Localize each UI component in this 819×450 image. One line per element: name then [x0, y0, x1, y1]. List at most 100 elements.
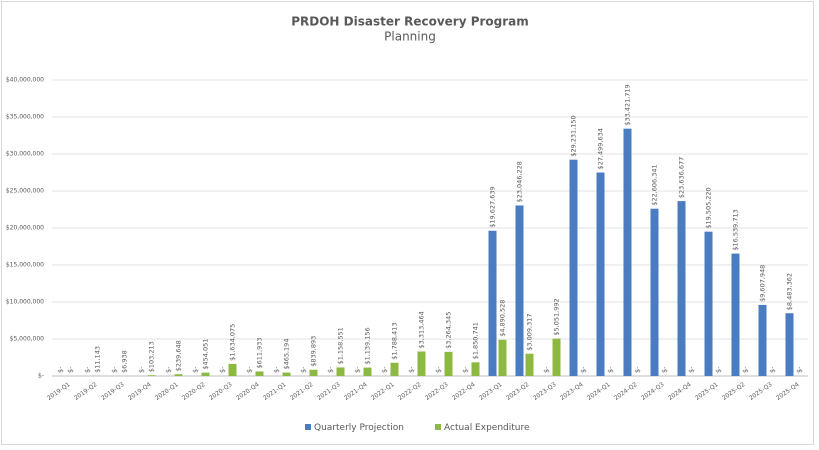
bar: [309, 369, 318, 376]
bar: [390, 362, 399, 376]
bar: [174, 374, 183, 376]
data-label: $-: [138, 366, 146, 373]
data-label: $1,634,075: [229, 324, 237, 361]
data-label: $5,051,992: [553, 298, 561, 335]
legend-swatch: [435, 424, 441, 430]
y-tick-label: $25,000,000: [6, 188, 44, 195]
data-label: $611,933: [256, 337, 264, 368]
data-label: $19,627,639: [489, 186, 497, 227]
legend-label: Quarterly Projection: [314, 423, 404, 433]
data-label: $1,158,551: [337, 327, 345, 364]
data-label: $-: [435, 366, 443, 373]
data-label: $1,788,413: [391, 323, 399, 360]
bar: [623, 128, 632, 376]
data-label: $-: [634, 366, 642, 373]
data-label: $9,607,948: [759, 265, 767, 302]
data-label: $465,194: [283, 339, 291, 370]
data-label: $-: [715, 366, 723, 373]
data-label: $1,850,741: [472, 322, 480, 359]
bar: [255, 371, 264, 376]
bar: [282, 372, 291, 376]
data-label: $23,636,677: [678, 157, 686, 198]
data-label: $3,264,345: [445, 312, 453, 349]
data-label: $29,231,150: [570, 115, 578, 156]
data-label: $-: [462, 366, 470, 373]
bar: [525, 353, 534, 376]
data-label: $-: [165, 366, 173, 373]
bar: [444, 351, 453, 376]
bar: [650, 208, 659, 376]
data-label: $-: [580, 366, 588, 373]
bar: [228, 363, 237, 376]
bar: [498, 339, 507, 376]
bar: [201, 372, 210, 376]
data-label: $11,143: [94, 346, 102, 373]
data-label: $454,051: [202, 339, 210, 370]
data-label: $-: [661, 366, 669, 373]
y-tick-label: $20,000,000: [6, 225, 44, 232]
bar: [785, 313, 794, 376]
bar: [704, 231, 713, 376]
data-label: $-: [408, 366, 416, 373]
chart-border: [1, 1, 814, 445]
legend-swatch: [305, 424, 311, 430]
data-label: $-: [327, 366, 335, 373]
data-label: $-: [688, 366, 696, 373]
y-tick-label: $5,000,000: [10, 336, 45, 343]
data-label: $16,539,713: [732, 209, 740, 250]
data-label: $-: [67, 366, 75, 373]
bar: [596, 172, 605, 376]
bar: [363, 367, 372, 376]
bar: [147, 375, 156, 376]
y-tick-label: $40,000,000: [6, 77, 44, 84]
data-label: $-: [300, 366, 308, 373]
bar: [488, 230, 497, 376]
data-label: $-: [381, 366, 389, 373]
legend-label: Actual Expenditure: [444, 423, 530, 433]
data-label: $22,606,341: [651, 164, 659, 205]
bar: [417, 351, 426, 376]
data-label: $-: [57, 366, 65, 373]
data-label: $4,890,528: [499, 300, 507, 337]
y-tick-label: $10,000,000: [6, 299, 44, 306]
data-label: $3,313,464: [418, 311, 426, 348]
bar: [471, 362, 480, 376]
chart-title: PRDOH Disaster Recovery Program: [291, 15, 529, 29]
data-label: $103,213: [148, 341, 156, 372]
data-label: $-: [273, 366, 281, 373]
bar: [569, 159, 578, 376]
data-label: $239,648: [175, 340, 183, 371]
data-label: $-: [111, 366, 119, 373]
data-label: $-: [219, 366, 227, 373]
data-label: $23,046,228: [516, 161, 524, 202]
data-label: $3,009,317: [526, 314, 534, 351]
data-label: $8,483,362: [786, 273, 794, 310]
data-label: $-: [192, 366, 200, 373]
data-label: $33,421,719: [624, 84, 632, 125]
bar: [731, 253, 740, 376]
bar: [336, 367, 345, 376]
data-label: $-: [742, 366, 750, 373]
bar: [515, 205, 524, 376]
data-label: $27,499,634: [597, 128, 605, 169]
y-tick-label: $-: [38, 373, 44, 380]
data-label: $-: [543, 366, 551, 373]
y-tick-label: $15,000,000: [6, 262, 44, 269]
bar: [677, 201, 686, 376]
data-label: $6,938: [121, 350, 129, 373]
y-tick-label: $35,000,000: [6, 114, 44, 121]
data-label: $-: [246, 366, 254, 373]
data-label: $-: [796, 366, 804, 373]
data-label: $-: [84, 366, 92, 373]
data-label: $19,505,220: [705, 187, 713, 228]
bar: [552, 338, 561, 376]
bar: [758, 304, 767, 376]
y-tick-label: $30,000,000: [6, 151, 44, 158]
data-label: $839,893: [310, 336, 318, 367]
data-label: $1,139,156: [364, 327, 372, 364]
data-label: $-: [769, 366, 777, 373]
chart-subtitle: Planning: [384, 30, 436, 44]
data-label: $-: [354, 366, 362, 373]
data-label: $-: [607, 366, 615, 373]
